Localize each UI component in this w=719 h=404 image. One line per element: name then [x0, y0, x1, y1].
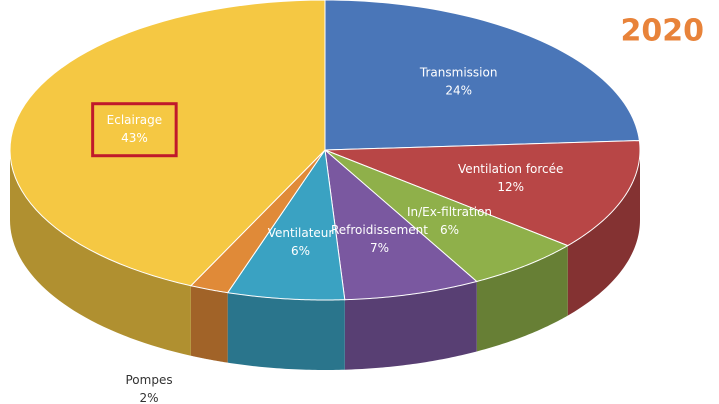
- pie-side: [10, 150, 191, 356]
- data-label-value: 24%: [445, 84, 472, 98]
- data-label-name: Transmission: [419, 66, 498, 80]
- data-label-name: In/Ex-filtration: [407, 205, 492, 219]
- pie-side: [476, 245, 568, 352]
- highlight-box: [91, 102, 178, 158]
- pie-slice: [324, 0, 640, 151]
- pie-slice: [324, 140, 641, 247]
- pie-side: [190, 285, 228, 363]
- data-label-name: Pompes: [125, 373, 172, 387]
- pie-slice: [226, 148, 346, 301]
- data-label-value: 12%: [497, 180, 524, 194]
- pie-slice: [324, 149, 569, 282]
- data-label-name: Eclairage: [107, 113, 163, 127]
- data-label-name: Ventilateur: [268, 226, 334, 240]
- pie-side: [227, 292, 345, 370]
- data-label-value: 2%: [140, 391, 159, 404]
- data-label-value: 6%: [440, 223, 459, 237]
- chart-title: 2020: [621, 14, 705, 49]
- pie-slice: [189, 149, 326, 294]
- data-label-value: 43%: [121, 131, 148, 145]
- pie-side: [344, 281, 477, 370]
- data-label-name: Ventilation forcée: [458, 162, 563, 176]
- data-label-value: 6%: [291, 244, 310, 258]
- pie-slice: [9, 0, 326, 287]
- data-label-value: 7%: [370, 241, 389, 255]
- data-label-name: Refroidissement: [331, 223, 428, 237]
- pie-side: [567, 150, 640, 316]
- pie-slice: [324, 148, 478, 301]
